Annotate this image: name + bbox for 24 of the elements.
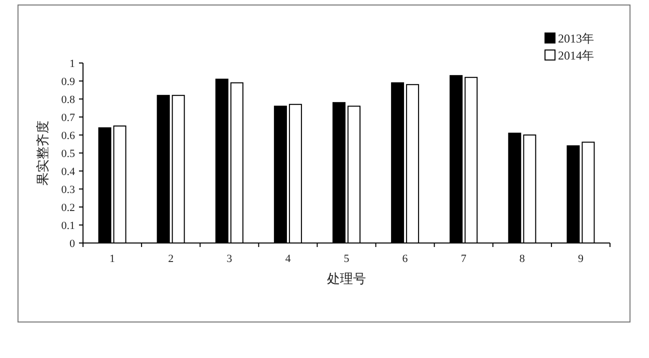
x-tick-label: 1 [110,253,116,265]
x-tick-label: 4 [285,253,292,265]
y-tick-label: 0.4 [61,166,76,178]
x-tick-label: 7 [460,253,467,265]
legend-label: 2014年 [558,48,594,62]
x-tick-label: 5 [344,253,350,265]
legend-label: 2013年 [558,32,594,46]
x-axis-title: 处理号 [327,271,366,286]
y-tick-label: 0.8 [61,94,76,106]
y-tick-label: 0.7 [61,112,76,124]
x-tick-label: 3 [226,253,233,265]
y-tick-label: 0.1 [61,220,75,232]
y-tick-label: 0.2 [61,202,75,214]
y-tick-label: 0 [70,238,76,250]
x-tick-label: 8 [519,253,526,265]
x-tick-label: 9 [578,253,584,265]
y-tick-label: 1 [70,58,75,70]
y-tick-label: 0.6 [61,130,76,142]
y-tick-label: 0.5 [61,148,76,160]
y-tick-label: 0.3 [61,184,76,196]
x-tick-label: 6 [402,253,408,265]
y-tick-label: 0.9 [61,76,76,88]
y-axis-title: 果实整齐度 [35,120,50,186]
x-tick-label: 2 [168,253,174,265]
